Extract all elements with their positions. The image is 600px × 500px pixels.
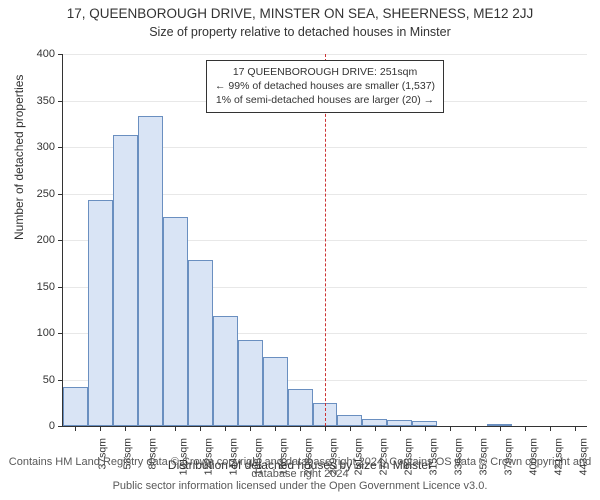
annotation-box: 17 QUEENBOROUGH DRIVE: 251sqm← 99% of de… [206,60,444,113]
histogram-bar [113,135,138,426]
ytick-mark [58,333,63,334]
xtick-mark [200,426,201,431]
ytick-label: 200 [37,234,55,246]
chart-root: 17, QUEENBOROUGH DRIVE, MINSTER ON SEA, … [0,0,600,500]
ytick-mark [58,194,63,195]
xtick-mark [500,426,501,431]
y-axis-label: Number of detached properties [12,75,26,240]
xtick-mark [400,426,401,431]
ytick-label: 350 [37,95,55,107]
ytick-mark [58,101,63,102]
xtick-mark [75,426,76,431]
xtick-mark [525,426,526,431]
footer-attribution: Contains HM Land Registry data © Crown c… [0,456,600,492]
xtick-mark [150,426,151,431]
xtick-mark [175,426,176,431]
histogram-bar [362,419,387,426]
ytick-label: 100 [37,327,55,339]
chart-title: 17, QUEENBOROUGH DRIVE, MINSTER ON SEA, … [0,0,600,21]
footer-line-1: Contains HM Land Registry data © Crown c… [9,456,591,480]
xtick-mark [300,426,301,431]
footer-line-2: Public sector information licensed under… [113,480,488,492]
ytick-label: 400 [37,48,55,60]
annotation-line-2: ← 99% of detached houses are smaller (1,… [215,79,435,93]
ytick-mark [58,287,63,288]
histogram-bar [188,260,213,426]
ytick-label: 300 [37,141,55,153]
histogram-bar [163,217,188,426]
xtick-mark [100,426,101,431]
histogram-bar [63,387,88,426]
ytick-label: 250 [37,188,55,200]
annotation-line-3: 1% of semi-detached houses are larger (2… [215,93,435,107]
xtick-mark [125,426,126,431]
plot-area: 05010015020025030035040037sqm58sqm80sqm1… [62,54,587,427]
xtick-mark [250,426,251,431]
xtick-mark [275,426,276,431]
ytick-label: 50 [43,374,55,386]
ytick-label: 0 [49,420,55,432]
histogram-bar [263,357,288,426]
annotation-line-1: 17 QUEENBOROUGH DRIVE: 251sqm [215,65,435,79]
xtick-mark [325,426,326,431]
ytick-mark [58,380,63,381]
xtick-mark [350,426,351,431]
xtick-mark [475,426,476,431]
ytick-mark [58,426,63,427]
xtick-mark [575,426,576,431]
histogram-bar [88,200,113,426]
xtick-mark [225,426,226,431]
xtick-mark [375,426,376,431]
ytick-mark [58,147,63,148]
ytick-mark [58,240,63,241]
ytick-mark [58,54,63,55]
histogram-bar [238,340,263,426]
xtick-mark [450,426,451,431]
histogram-bar [288,389,313,426]
chart-subtitle: Size of property relative to detached ho… [0,21,600,39]
xtick-mark [550,426,551,431]
ytick-label: 150 [37,281,55,293]
histogram-bar [138,116,163,426]
histogram-bar [213,316,238,426]
histogram-bar [337,415,362,426]
xtick-mark [425,426,426,431]
